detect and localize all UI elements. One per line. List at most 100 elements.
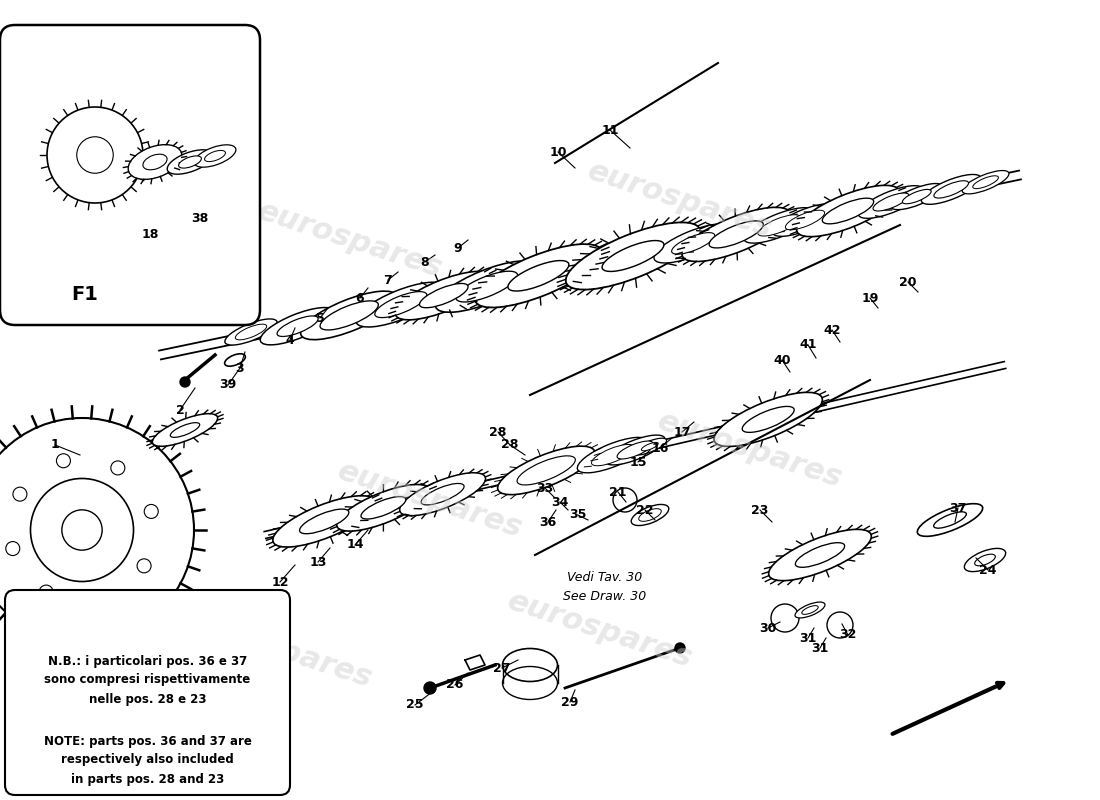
Ellipse shape [273,496,375,547]
Ellipse shape [934,512,966,528]
Ellipse shape [421,483,464,505]
Ellipse shape [320,301,378,330]
Ellipse shape [261,307,336,345]
Text: 9: 9 [453,242,462,254]
Ellipse shape [497,446,595,494]
Text: F1: F1 [72,286,98,305]
Text: 17: 17 [673,426,691,438]
Ellipse shape [419,283,469,308]
Text: 30: 30 [759,622,777,634]
Text: Vedi Tav. 30
See Draw. 30: Vedi Tav. 30 See Draw. 30 [563,571,647,603]
Ellipse shape [873,193,909,211]
Circle shape [0,418,194,642]
Circle shape [771,604,799,632]
Text: 24: 24 [979,563,997,577]
Ellipse shape [795,542,845,567]
Ellipse shape [795,602,825,618]
Circle shape [424,682,436,694]
Ellipse shape [962,170,1009,194]
Text: 21: 21 [609,486,627,498]
Text: 6: 6 [355,291,364,305]
Text: 8: 8 [420,255,429,269]
Circle shape [111,461,124,475]
Text: 11: 11 [602,123,618,137]
Text: 28: 28 [502,438,519,451]
Ellipse shape [631,505,669,526]
Text: 40: 40 [773,354,791,366]
Text: 10: 10 [549,146,566,158]
Ellipse shape [902,190,932,204]
Ellipse shape [965,549,1005,571]
Ellipse shape [337,485,430,531]
Text: 31: 31 [812,642,828,654]
Text: 38: 38 [191,211,209,225]
Ellipse shape [517,456,575,485]
Text: eurospares: eurospares [334,457,526,543]
Ellipse shape [758,214,801,236]
Ellipse shape [922,174,981,204]
Text: 2: 2 [176,403,185,417]
Text: 42: 42 [823,323,840,337]
Ellipse shape [356,282,446,327]
Ellipse shape [617,441,653,459]
Ellipse shape [503,649,558,682]
Text: 7: 7 [384,274,393,286]
Ellipse shape [934,181,968,198]
Ellipse shape [205,150,225,162]
Text: 1: 1 [51,438,59,451]
Text: 34: 34 [551,495,569,509]
Circle shape [6,542,20,555]
Text: 37: 37 [949,502,967,514]
Circle shape [47,107,143,203]
Circle shape [138,559,151,573]
Text: 19: 19 [861,291,879,305]
Ellipse shape [277,316,318,337]
Text: 5: 5 [316,311,324,325]
Text: eurospares: eurospares [584,157,777,243]
FancyBboxPatch shape [6,590,290,795]
Text: 18: 18 [141,229,158,242]
Text: NOTE: parts pos. 36 and 37 are
respectively also included
in parts pos. 28 and 2: NOTE: parts pos. 36 and 37 are respectiv… [44,734,252,786]
FancyBboxPatch shape [0,25,260,325]
Ellipse shape [641,442,658,450]
Circle shape [827,612,853,638]
Text: 41: 41 [800,338,816,351]
Ellipse shape [639,509,661,522]
Ellipse shape [143,154,167,170]
Text: 27: 27 [493,662,510,674]
Ellipse shape [235,324,266,340]
Ellipse shape [785,210,825,230]
Ellipse shape [299,509,349,534]
Ellipse shape [823,198,873,224]
Circle shape [94,592,108,606]
Text: eurospares: eurospares [653,406,846,494]
Ellipse shape [592,445,634,466]
Ellipse shape [744,208,815,243]
Text: 22: 22 [636,503,653,517]
Text: 12: 12 [272,575,288,589]
Ellipse shape [710,221,763,248]
Ellipse shape [508,261,569,291]
Ellipse shape [772,204,838,236]
Text: 32: 32 [839,629,857,642]
Ellipse shape [300,291,398,340]
Circle shape [62,510,102,550]
Circle shape [144,505,158,518]
Text: 13: 13 [309,555,327,569]
Ellipse shape [399,473,485,516]
Circle shape [613,488,637,512]
Text: 36: 36 [539,515,557,529]
Ellipse shape [602,241,664,271]
Ellipse shape [975,554,996,566]
Text: 16: 16 [651,442,669,454]
Circle shape [31,478,133,582]
Circle shape [56,454,70,468]
Ellipse shape [654,224,733,263]
Ellipse shape [769,530,871,581]
Ellipse shape [194,145,235,167]
Ellipse shape [672,233,715,254]
Text: 4: 4 [286,334,295,346]
Text: 39: 39 [219,378,236,391]
Text: eurospares: eurospares [254,197,447,283]
Ellipse shape [224,319,277,345]
